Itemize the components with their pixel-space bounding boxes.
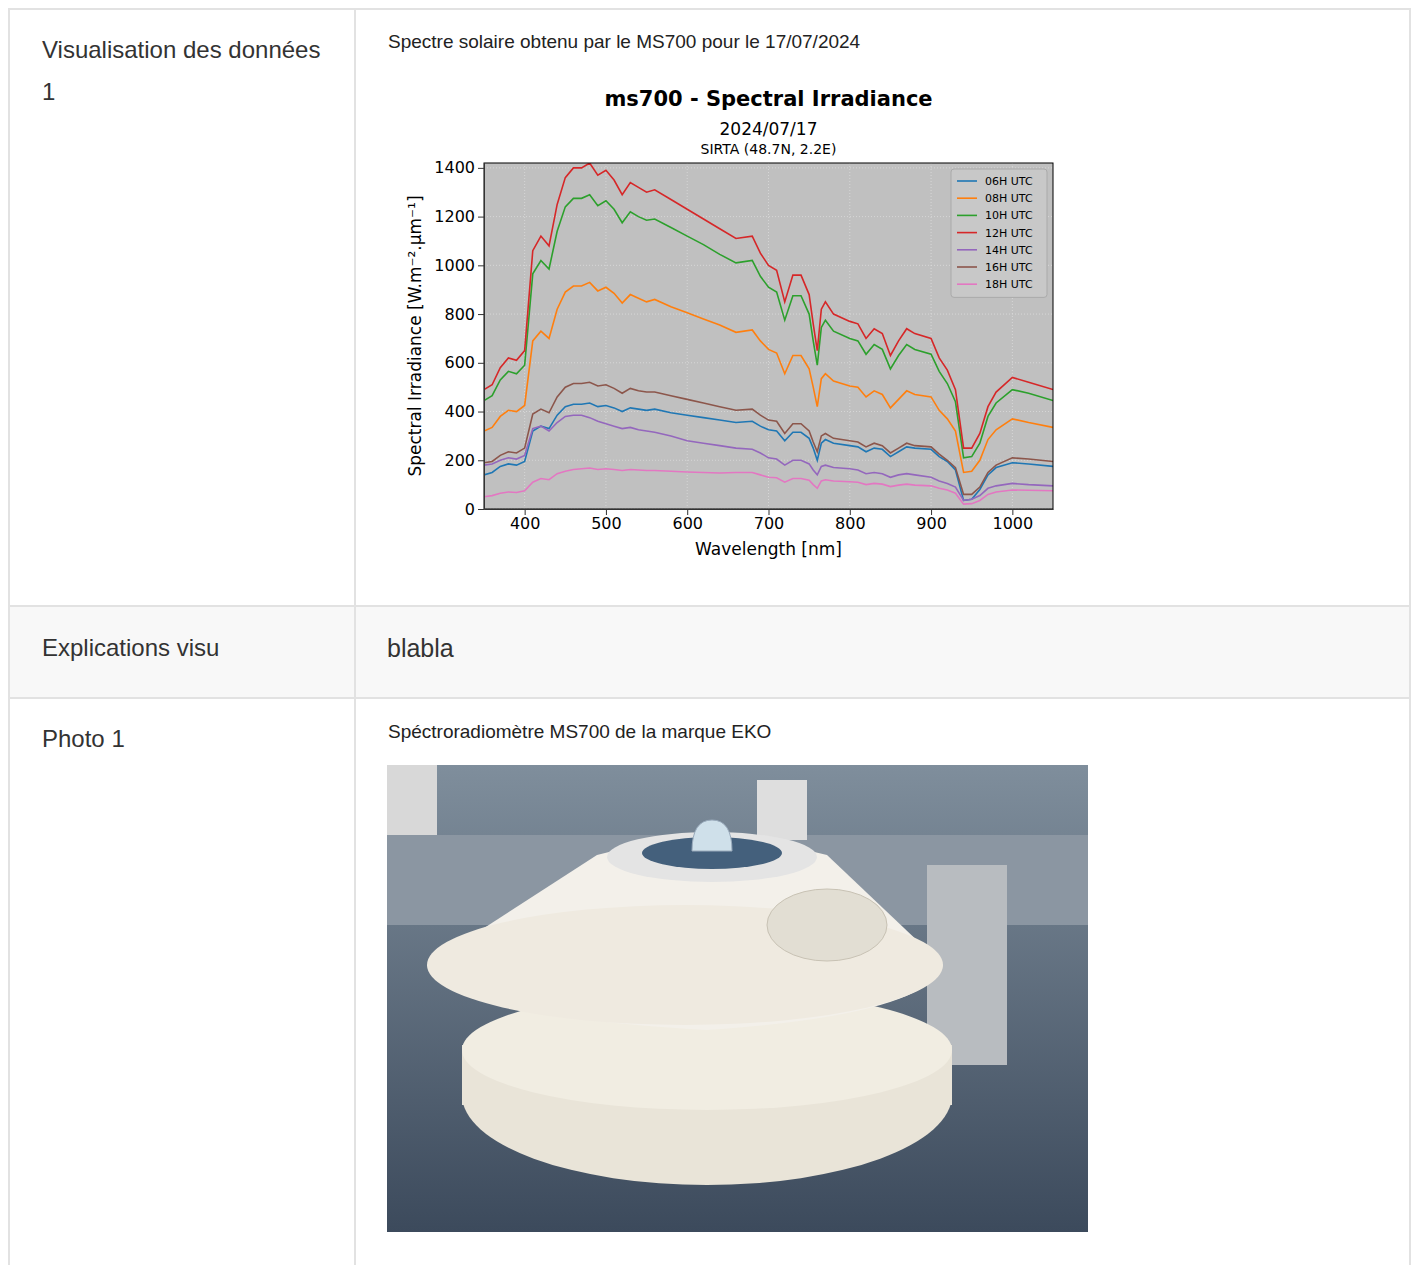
grid-line [687, 163, 688, 509]
tick: 700 [754, 509, 785, 533]
tick: 1000 [434, 256, 484, 275]
tick-mark [478, 217, 484, 218]
series-line [484, 468, 1053, 504]
plot-background [484, 163, 1053, 509]
legend: 06H UTC 08H UTC 10H UTC 12H UTC 14H UTC 16H U… [951, 169, 1047, 297]
tick-mark [478, 363, 484, 364]
tick-mark [478, 314, 484, 315]
legend-label: 14H UTC [985, 244, 1033, 257]
photo-shape [692, 820, 732, 851]
grid-line [484, 411, 1053, 412]
tick-mark [478, 412, 484, 413]
tick: 200 [444, 451, 484, 470]
chart-subtitle: 2024/07/17 [720, 119, 818, 139]
legend-swatch [957, 283, 977, 285]
tick: 0 [465, 500, 484, 519]
row-label: Explications visu [42, 627, 322, 669]
tick-label: 200 [444, 451, 475, 470]
tick: 400 [510, 509, 541, 533]
tick-label: 500 [591, 514, 622, 533]
tick-label: 800 [444, 305, 475, 324]
row-label: Visualisation des données 1 [42, 29, 322, 113]
tick-label: 0 [465, 500, 475, 519]
legend-swatch [957, 180, 977, 182]
x-axis-title: Wavelength [nm] [695, 539, 842, 559]
tick: 900 [916, 509, 947, 533]
tick-label: 900 [916, 514, 947, 533]
tick: 1000 [992, 509, 1033, 533]
plot-frame [484, 163, 1053, 509]
tick: 1200 [434, 207, 484, 226]
series-line [484, 403, 1053, 500]
tick: 800 [835, 509, 866, 533]
annotation: SIRTA (48.7N, 2.2E) [701, 141, 837, 157]
caption: Spéctroradiomètre MS700 de la marque EKO [388, 721, 771, 743]
grid-line [931, 163, 932, 509]
legend-label: 08H UTC [985, 192, 1033, 205]
legend-swatch [957, 197, 977, 199]
grid-line [484, 314, 1053, 315]
y-axis-title: Spectral Irradiance [W.m⁻².μm⁻¹] [405, 195, 425, 476]
photo-shape [757, 780, 807, 840]
grid-line [605, 163, 606, 509]
tick-label: 700 [754, 514, 785, 533]
tick-label: 800 [835, 514, 866, 533]
grid-line [484, 460, 1053, 461]
legend-swatch [957, 232, 977, 234]
legend-label: 16H UTC [985, 261, 1033, 274]
tick-label: 1000 [992, 514, 1033, 533]
tick-label: 400 [444, 402, 475, 421]
tick-label: 1400 [434, 158, 475, 177]
table-cell [8, 8, 356, 607]
tick-label: 1200 [434, 207, 475, 226]
legend-swatch [957, 249, 977, 251]
grid [484, 163, 1053, 509]
tick-label: 400 [510, 514, 541, 533]
axis-line [484, 164, 485, 510]
series-line [484, 163, 1053, 448]
tick-label: 600 [444, 353, 475, 372]
chart: 400 500 600 700 800 900 1000 0 200 400 600 800 1000 1… [388, 62, 1098, 582]
tick: 500 [591, 509, 622, 533]
lines [484, 163, 1053, 504]
table-cell [8, 697, 356, 1265]
legend-label: 12H UTC [985, 227, 1033, 240]
photo-shape [767, 889, 887, 961]
legend-label: 10H UTC [985, 209, 1033, 222]
chart-title: ms700 - Spectral Irradiance [604, 87, 932, 111]
photo-shape [387, 765, 437, 835]
photo [387, 765, 1088, 1232]
tick: 600 [444, 353, 484, 372]
series-line [484, 282, 1053, 472]
legend-swatch [957, 215, 977, 217]
legend-box [951, 169, 1047, 297]
x-axis: 400 500 600 700 800 900 1000 [485, 509, 1054, 533]
y-axis: 0 200 400 600 800 1000 1200 1400 [434, 158, 484, 518]
caption: Spectre solaire obtenu par le MS700 pour… [388, 31, 860, 53]
grid-line [484, 167, 1053, 168]
table-cell [354, 605, 1411, 699]
tick-mark [478, 460, 484, 461]
explanation-text: blabla [387, 634, 454, 663]
grid-line [849, 163, 850, 509]
tick-label: 1000 [434, 256, 475, 275]
tick: 800 [444, 305, 484, 324]
series-line [484, 415, 1053, 500]
tick: 1400 [434, 158, 484, 177]
tick-mark [478, 265, 484, 266]
tick: 400 [444, 402, 484, 421]
tick: 600 [672, 509, 703, 533]
tick-label: 600 [672, 514, 703, 533]
tick-mark [478, 509, 484, 510]
photo-background [387, 765, 1088, 1232]
row-label: Photo 1 [42, 718, 322, 760]
grid-line [484, 362, 1053, 363]
legend-label: 18H UTC [985, 278, 1033, 291]
tick-mark [478, 168, 484, 169]
legend-label: 06H UTC [985, 175, 1033, 188]
legend-swatch [957, 266, 977, 268]
